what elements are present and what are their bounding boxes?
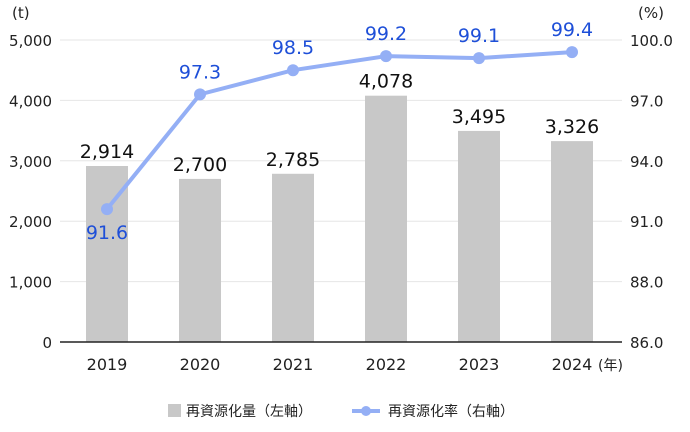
bar-data-label: 2,785 xyxy=(266,149,320,171)
rate-data-label: 97.3 xyxy=(179,61,221,83)
rate-line xyxy=(105,50,573,211)
right-tick-label: 88.0 xyxy=(630,274,663,292)
bar xyxy=(86,165,128,342)
legend-line-label: 再資源化率（右軸） xyxy=(388,403,514,420)
x-axis-unit: (年) xyxy=(598,358,623,374)
x-tick-label: 2022 xyxy=(366,355,407,374)
left-tick-label: 3,000 xyxy=(9,153,52,171)
rate-point xyxy=(287,64,299,77)
left-axis-unit: (t) xyxy=(12,4,30,22)
left-tick-label: 1,000 xyxy=(9,274,52,292)
bar xyxy=(365,95,407,342)
rate-point xyxy=(194,88,206,101)
x-tick-label: 2019 xyxy=(87,355,128,374)
x-tick-label: 2020 xyxy=(180,355,221,374)
rate-data-label: 99.1 xyxy=(458,25,500,47)
rate-point xyxy=(566,46,578,59)
right-tick-label: 91.0 xyxy=(630,213,663,231)
bar xyxy=(272,173,314,342)
legend-bar-swatch xyxy=(168,404,181,417)
right-tick-label: 97.0 xyxy=(630,92,663,110)
x-tick-label: 2024 xyxy=(552,355,593,374)
rate-point xyxy=(473,52,485,65)
rate-data-label: 99.4 xyxy=(551,19,593,41)
legend-bar-label: 再資源化量（左軸） xyxy=(186,404,312,420)
left-tick-label: 4,000 xyxy=(9,92,52,110)
rate-point xyxy=(101,203,113,216)
bar-data-label: 2,700 xyxy=(173,154,227,176)
legend-line-marker xyxy=(361,406,371,416)
bar xyxy=(179,178,221,342)
right-tick-label: 86.0 xyxy=(630,334,663,352)
right-axis-unit: (%) xyxy=(638,4,664,22)
rate-point xyxy=(380,50,392,63)
rate-data-label: 99.2 xyxy=(365,23,407,45)
bar-data-label: 2,914 xyxy=(80,141,134,163)
bar-data-label: 3,326 xyxy=(545,116,599,138)
x-tick-label: 2021 xyxy=(273,355,314,374)
bar xyxy=(551,141,593,342)
bar-data-label: 4,078 xyxy=(359,71,413,93)
left-tick-label: 0 xyxy=(42,334,52,352)
rate-data-label: 91.6 xyxy=(86,222,128,244)
left-tick-label: 2,000 xyxy=(9,213,52,231)
left-tick-label: 5,000 xyxy=(9,32,52,50)
right-tick-label: 100.0 xyxy=(630,32,673,50)
rate-data-label: 98.5 xyxy=(272,37,314,59)
right-tick-label: 94.0 xyxy=(630,153,663,171)
bar xyxy=(458,130,500,342)
bar-data-label: 3,495 xyxy=(452,106,506,128)
x-tick-label: 2023 xyxy=(459,355,500,374)
